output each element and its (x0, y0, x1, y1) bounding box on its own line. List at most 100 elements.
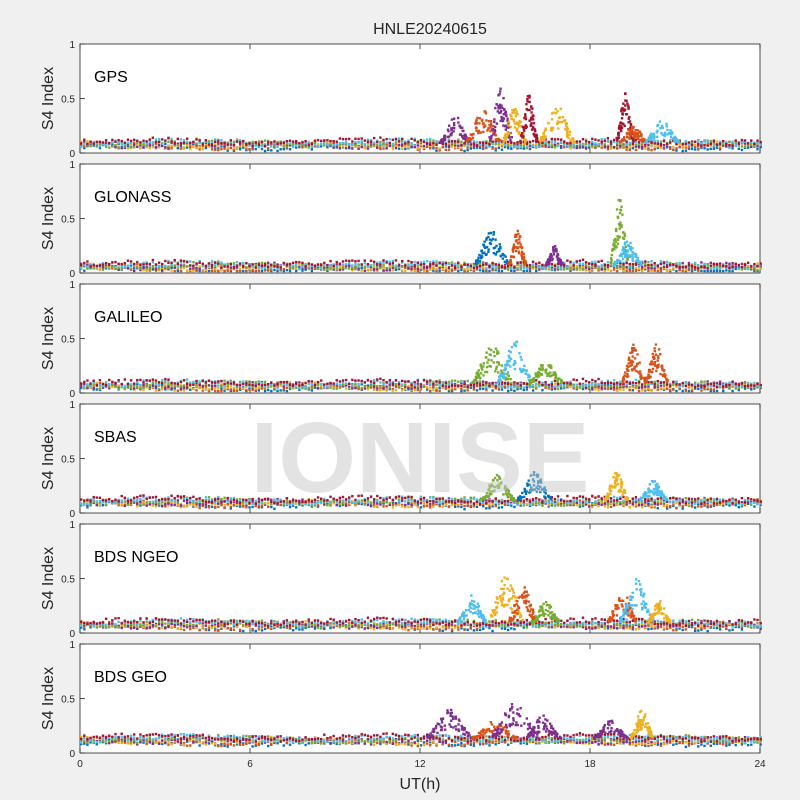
data-point (117, 384, 120, 388)
data-point (229, 139, 232, 142)
data-point (553, 146, 557, 149)
data-point (279, 264, 282, 268)
data-point (531, 263, 535, 266)
data-point (706, 380, 709, 383)
data-point (416, 269, 419, 273)
data-point (488, 141, 491, 144)
data-point (298, 142, 301, 145)
data-point (223, 265, 226, 268)
data-point (463, 149, 466, 153)
data-point (435, 143, 438, 146)
data-point (740, 140, 744, 143)
data-point (288, 148, 292, 151)
data-point (101, 386, 105, 389)
data-point (323, 142, 326, 145)
data-point (712, 266, 716, 269)
data-point (690, 265, 694, 268)
data-point (438, 269, 441, 273)
data-point (700, 269, 703, 272)
data-point (528, 96, 531, 99)
data-point (581, 138, 585, 141)
data-point (354, 144, 357, 147)
data-point (485, 269, 488, 272)
data-point (516, 268, 519, 271)
data-point (709, 142, 712, 146)
data-point (624, 104, 627, 107)
data-point (728, 144, 731, 147)
data-point (279, 384, 282, 387)
data-point (469, 140, 472, 143)
data-point (693, 145, 697, 149)
data-point (591, 140, 594, 144)
data-point (472, 386, 476, 389)
data-point (516, 261, 519, 264)
data-point (616, 142, 619, 145)
data-point (506, 267, 510, 271)
data-point (357, 267, 360, 270)
data-point (385, 385, 388, 388)
data-point (214, 268, 217, 271)
data-point (552, 250, 555, 253)
data-point (404, 387, 407, 391)
data-point (298, 143, 301, 147)
data-point (235, 266, 239, 269)
data-point (591, 268, 594, 271)
data-point (550, 268, 554, 271)
data-point (675, 149, 678, 152)
data-point (556, 110, 559, 113)
data-point (494, 142, 497, 146)
data-point (173, 144, 176, 148)
data-point (616, 143, 619, 147)
data-point (507, 126, 511, 129)
data-point (248, 148, 251, 151)
data-point (693, 143, 697, 147)
data-point (569, 266, 572, 270)
data-point (639, 134, 643, 138)
data-point (214, 261, 217, 264)
data-point (369, 140, 373, 143)
data-point (267, 141, 270, 144)
data-point (615, 208, 619, 211)
y-tick-label: 0.5 (61, 335, 75, 346)
data-point (650, 266, 653, 269)
data-point (447, 135, 451, 138)
data-point (201, 269, 204, 272)
data-point (429, 141, 432, 144)
data-point (513, 389, 516, 392)
data-point (636, 257, 639, 260)
data-point (220, 139, 223, 142)
data-point (584, 386, 588, 390)
data-point (316, 263, 320, 266)
data-point (623, 246, 626, 249)
data-point (497, 266, 501, 269)
data-point (621, 257, 625, 261)
data-point (335, 385, 338, 388)
data-point (295, 146, 298, 149)
data-point (569, 141, 572, 145)
data-point (566, 135, 569, 138)
data-point (304, 142, 307, 145)
data-point (441, 261, 444, 264)
data-point (693, 263, 697, 266)
data-point (555, 249, 558, 253)
data-point (439, 140, 443, 144)
data-point (217, 269, 220, 273)
data-point (588, 262, 591, 265)
data-point (382, 385, 385, 388)
data-point (483, 240, 486, 243)
data-point (597, 389, 600, 392)
data-point (136, 261, 139, 264)
data-point (731, 142, 734, 146)
data-point (238, 267, 242, 271)
data-point (257, 142, 261, 145)
data-point (588, 141, 591, 144)
data-point (92, 264, 95, 267)
data-point (511, 248, 515, 252)
data-point (731, 144, 734, 147)
data-point (647, 137, 651, 140)
data-point (535, 145, 538, 148)
data-point (632, 131, 636, 135)
data-point (529, 118, 533, 121)
data-point (217, 262, 220, 265)
